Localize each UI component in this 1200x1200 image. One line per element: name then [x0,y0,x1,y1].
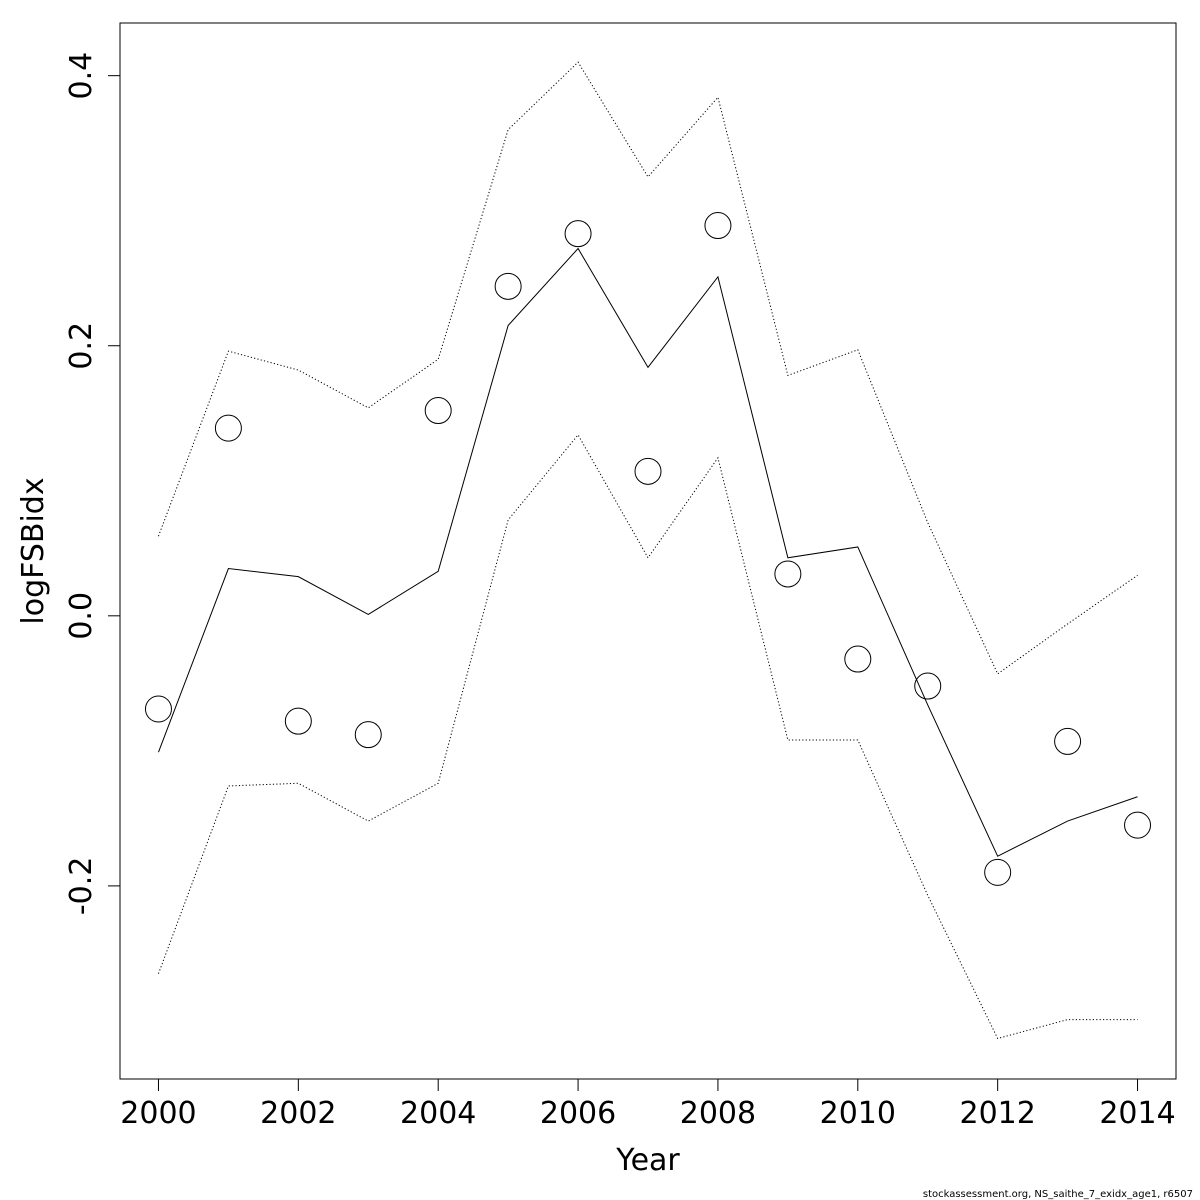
y-tick-label: 0.0 [64,592,99,640]
fitted-line [157,247,1138,857]
series-layer [144,61,1152,1040]
y-axis: -0.2 0.0 0.2 0.4 [64,52,121,916]
observed-point [704,212,732,240]
observed-point [284,707,312,735]
lower-bound-line [157,433,1138,1040]
observed-point [564,220,592,248]
x-tick-label: 2000 [120,1096,196,1131]
observed-point [354,721,382,749]
x-tick-label: 2012 [959,1096,1035,1131]
x-tick-label: 2002 [260,1096,336,1131]
observed-point [1054,727,1082,755]
observed-point [144,695,172,723]
observed-point [914,672,942,700]
x-tick-label: 2008 [680,1096,756,1131]
observed-point [984,858,1012,886]
x-tick-label: 2010 [820,1096,896,1131]
y-axis-title: logFSBidx [16,477,51,624]
x-tick-label: 2006 [540,1096,616,1131]
observed-point [1124,811,1152,839]
observed-point [214,414,242,442]
x-axis: 2000 2002 2004 2006 2008 2010 2012 2014 [120,1078,1176,1131]
x-tick-label: 2004 [400,1096,476,1131]
y-tick-label: 0.4 [64,52,99,100]
footnote: stockassessment.org, NS_saithe_7_exidx_a… [923,1189,1193,1200]
observed-point [634,457,662,485]
y-tick-label: 0.2 [64,322,99,370]
plot-frame [119,22,1177,1080]
observed-point [844,645,872,673]
x-tick-label: 2014 [1099,1096,1175,1131]
observed-point [424,397,452,425]
y-tick-label: -0.2 [64,857,99,916]
observed-point [494,272,522,300]
observed-point [774,560,802,588]
upper-bound-line [157,61,1138,675]
x-axis-title: Year [615,1143,680,1178]
